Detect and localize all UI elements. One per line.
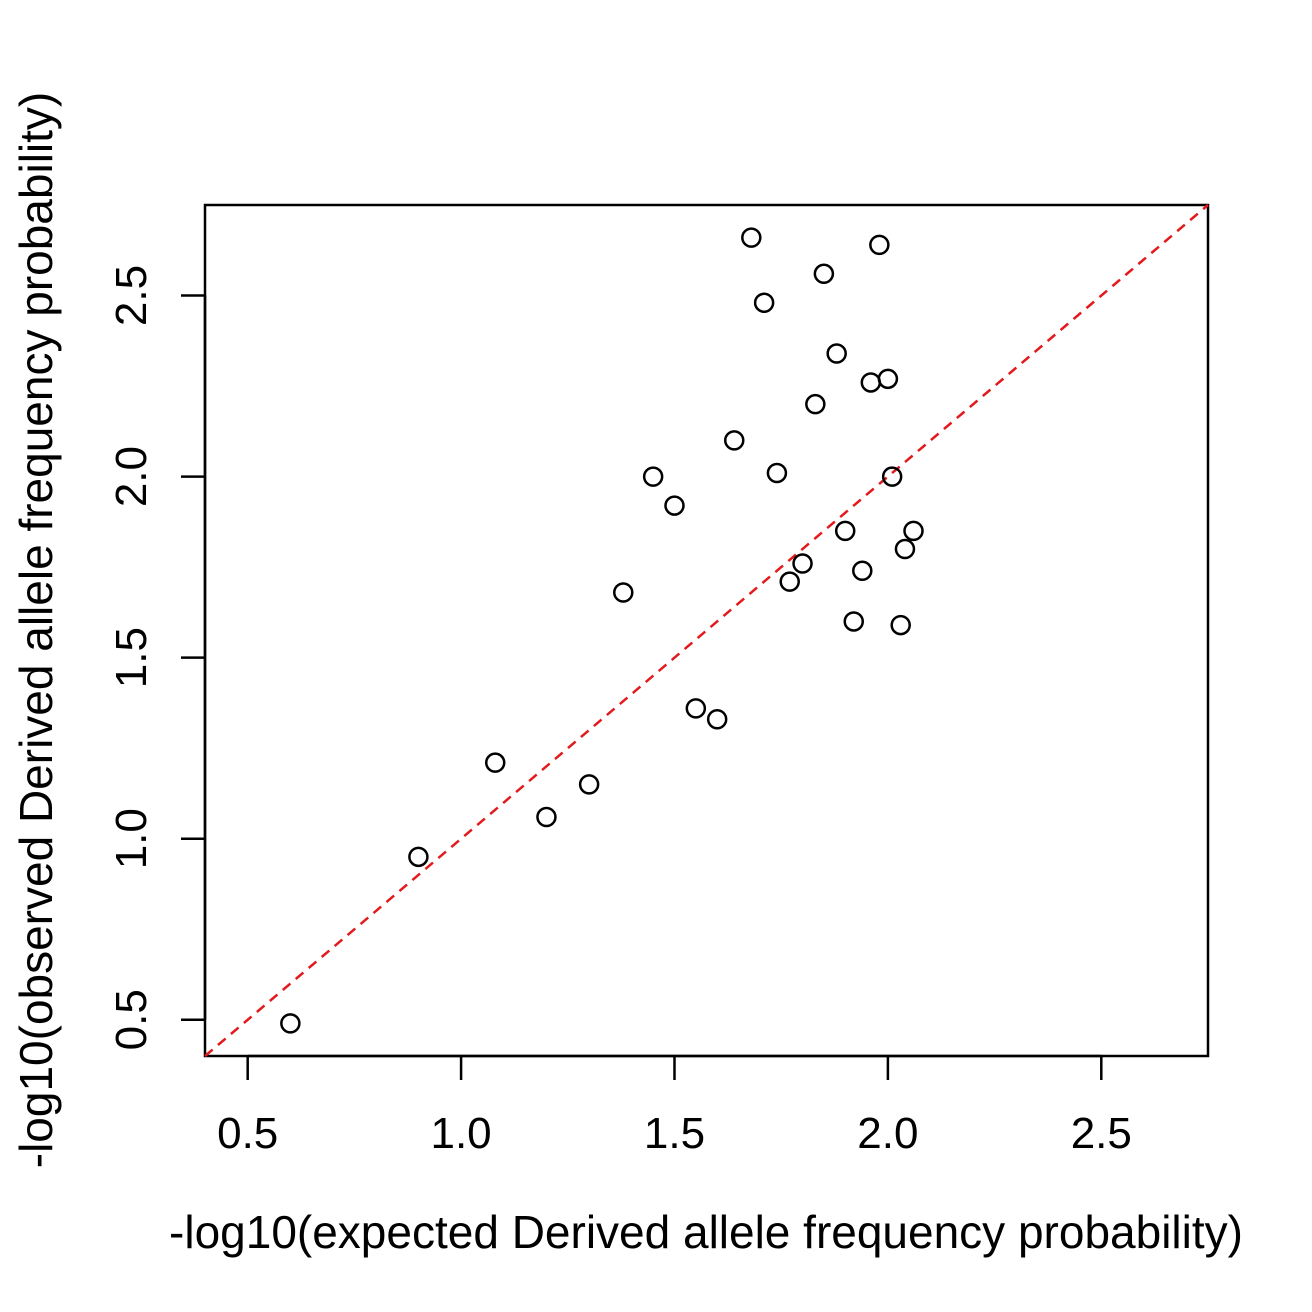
reference-line-layer [204, 204, 1209, 1057]
y-tick-label: 0.5 [107, 989, 156, 1050]
data-point [792, 553, 813, 574]
x-tick-label: 0.5 [217, 1109, 278, 1158]
data-point [852, 560, 873, 581]
data-point [664, 495, 685, 516]
data-point [894, 538, 916, 560]
data-point [536, 806, 557, 828]
data-point [642, 466, 664, 487]
y-tick-label: 2.5 [107, 265, 156, 326]
x-axis-label: -log10(expected Derived allele frequency… [169, 1206, 1243, 1258]
x-axis: 0.5 1.0 1.5 2.0 2.5 [217, 1054, 1132, 1158]
data-point [834, 520, 856, 542]
y-tick-label: 2.0 [107, 446, 156, 507]
y-axis: 0.5 1.0 1.5 2.0 2.5 [107, 265, 207, 1050]
data-point [813, 263, 835, 285]
data-point [779, 571, 800, 592]
data-point [843, 611, 864, 632]
data-point [877, 368, 899, 390]
x-tick-label: 1.0 [430, 1109, 491, 1158]
reference-line [204, 204, 1209, 1057]
data-point [613, 582, 634, 603]
data-point [685, 698, 707, 719]
plot-frame [203, 203, 1210, 1058]
points-layer [280, 227, 924, 1034]
data-point [753, 292, 775, 314]
y-tick-label: 1.0 [107, 808, 156, 869]
data-point [881, 466, 903, 487]
data-point [741, 227, 762, 248]
data-point [826, 343, 847, 364]
y-tick-label: 1.5 [107, 627, 156, 688]
x-tick-label: 2.5 [1071, 1109, 1132, 1158]
data-point [890, 614, 911, 636]
data-point [766, 462, 788, 484]
data-point [805, 393, 826, 415]
data-point [578, 774, 600, 795]
x-tick-label: 2.0 [857, 1109, 918, 1158]
data-point [484, 752, 506, 773]
y-axis-label: -log10(observed Derived allele frequency… [10, 92, 62, 1168]
data-point [903, 520, 924, 542]
data-point [723, 430, 745, 451]
data-point [860, 372, 882, 393]
data-point [706, 708, 728, 730]
x-tick-label: 1.5 [644, 1109, 705, 1158]
data-point [408, 846, 429, 868]
data-point [869, 234, 890, 256]
data-point [280, 1013, 301, 1034]
